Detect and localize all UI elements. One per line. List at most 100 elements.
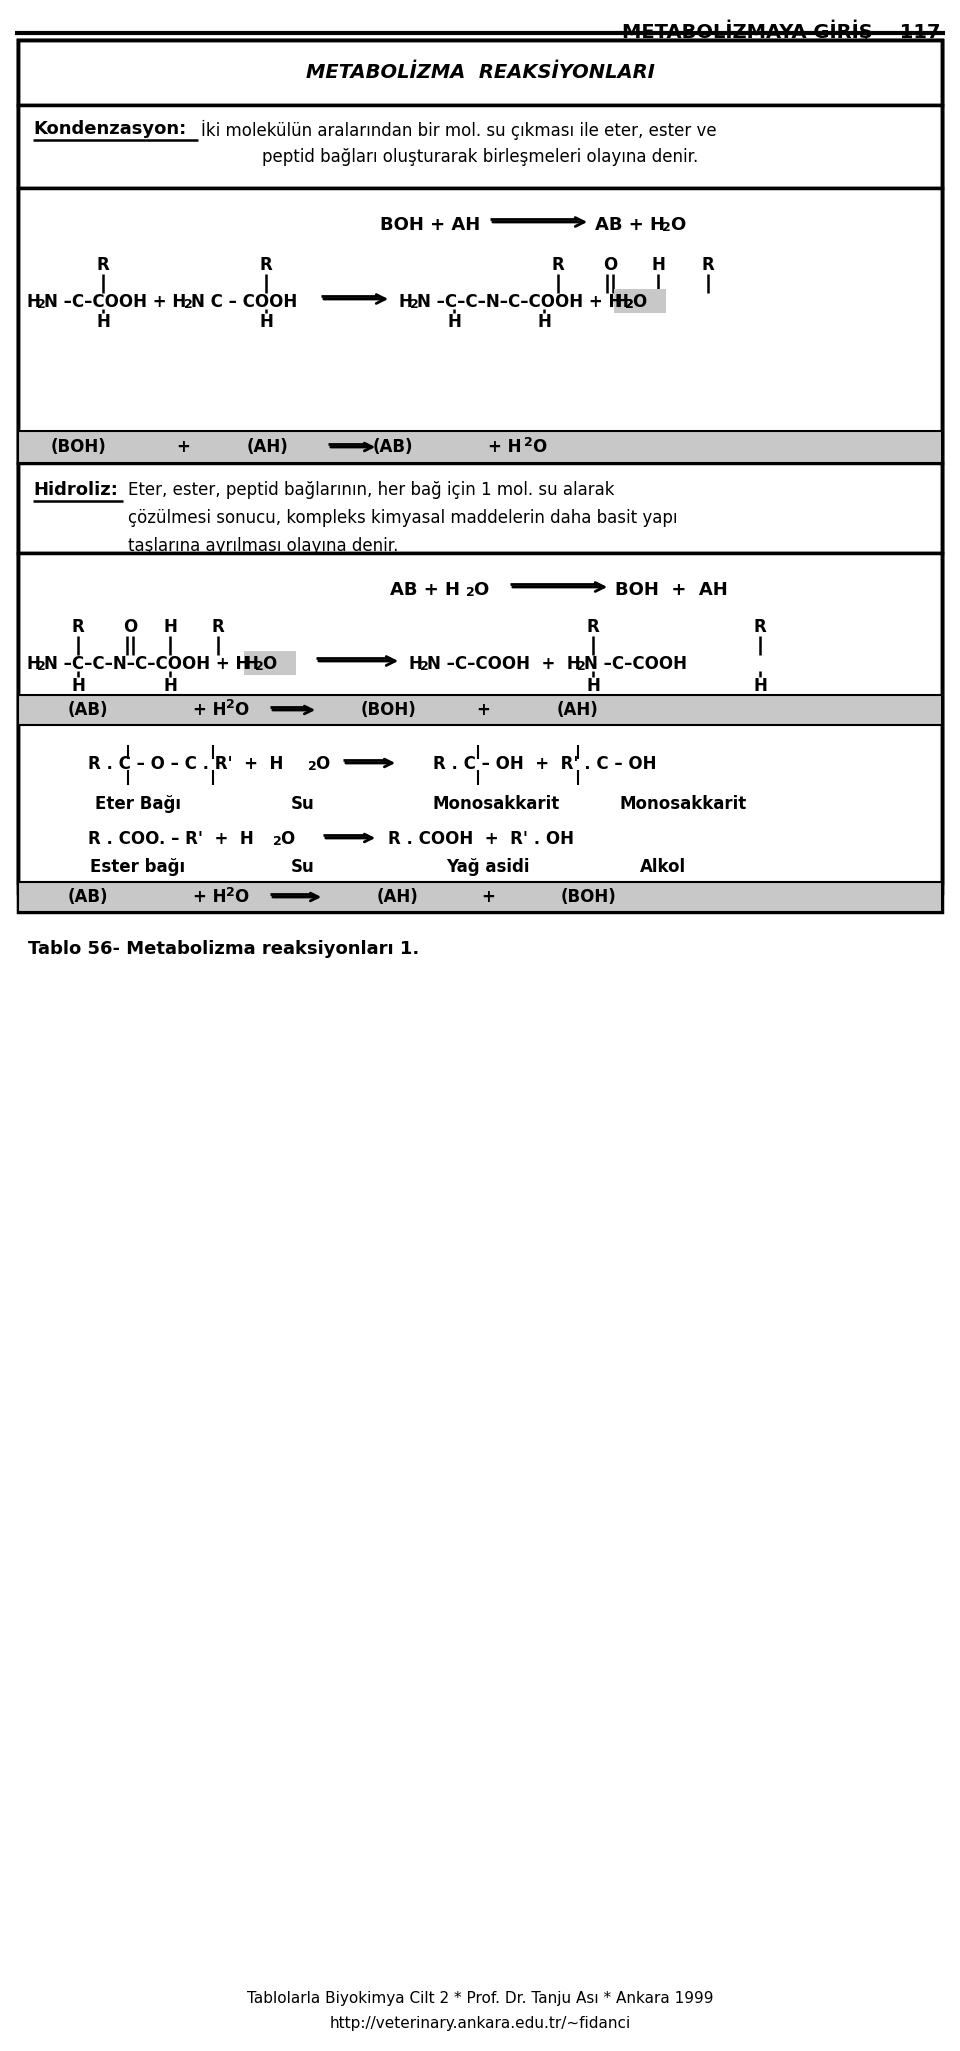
- Text: H: H: [259, 314, 273, 330]
- Bar: [18, 41, 942, 892]
- Text: H: H: [26, 654, 40, 673]
- Text: +: +: [476, 701, 490, 720]
- Text: 2: 2: [308, 761, 317, 773]
- Text: O: O: [234, 701, 249, 720]
- Text: H: H: [26, 293, 40, 312]
- Text: + H: + H: [193, 888, 227, 907]
- Bar: [18, 189, 942, 464]
- Text: O: O: [262, 654, 276, 673]
- Text: Kondenzasyon:: Kondenzasyon:: [33, 121, 186, 137]
- Text: H: H: [399, 293, 413, 312]
- Text: İki molekülün aralarından bir mol. su çıkması ile eter, ester ve: İki molekülün aralarından bir mol. su çı…: [201, 121, 716, 139]
- Text: peptid bağları oluşturarak birleşmeleri olayına denir.: peptid bağları oluşturarak birleşmeleri …: [262, 148, 698, 166]
- Text: H: H: [163, 677, 177, 695]
- Text: R: R: [211, 617, 225, 636]
- Text: Ester bağı: Ester bağı: [90, 857, 185, 876]
- Text: 2: 2: [37, 297, 46, 312]
- Bar: [18, 41, 942, 105]
- Text: 2: 2: [420, 660, 429, 673]
- Text: H: H: [537, 314, 551, 330]
- Text: + H: + H: [488, 439, 521, 455]
- Text: N –C–COOH  +  H: N –C–COOH + H: [427, 654, 581, 673]
- Text: R: R: [754, 617, 766, 636]
- Text: O: O: [603, 256, 617, 275]
- Text: +: +: [176, 439, 190, 455]
- Text: Tablolarla Biyokimya Cilt 2 * Prof. Dr. Tanju Ası * Ankara 1999: Tablolarla Biyokimya Cilt 2 * Prof. Dr. …: [247, 1992, 713, 2006]
- Text: R: R: [72, 617, 84, 636]
- Text: O: O: [632, 293, 646, 312]
- Text: 2: 2: [226, 699, 235, 712]
- Bar: [18, 105, 942, 189]
- Bar: [244, 650, 296, 675]
- Text: Tablo 56- Metabolizma reaksiyonları 1.: Tablo 56- Metabolizma reaksiyonları 1.: [28, 939, 420, 958]
- Text: Eter, ester, peptid bağlarının, her bağ için 1 mol. su alarak: Eter, ester, peptid bağlarının, her bağ …: [128, 482, 614, 498]
- Text: Alkol: Alkol: [640, 857, 686, 876]
- Text: N –C–COOH: N –C–COOH: [584, 654, 687, 673]
- Text: 2: 2: [273, 835, 281, 847]
- Text: R: R: [702, 256, 714, 275]
- Text: 2: 2: [37, 660, 46, 673]
- Text: 2: 2: [410, 297, 419, 312]
- Bar: [18, 882, 942, 913]
- Text: Hidroliz:: Hidroliz:: [33, 482, 118, 498]
- Text: +: +: [481, 888, 495, 907]
- Text: 2: 2: [184, 297, 193, 312]
- Bar: [18, 554, 942, 884]
- Text: (BOH): (BOH): [560, 888, 616, 907]
- Text: H: H: [614, 293, 628, 312]
- Text: Su: Su: [291, 796, 315, 812]
- Text: 2: 2: [625, 297, 634, 312]
- Bar: [18, 464, 942, 554]
- Text: METABOLİZMA  REAKSİYONLARI: METABOLİZMA REAKSİYONLARI: [305, 62, 655, 82]
- Text: N –C–COOH + H: N –C–COOH + H: [44, 293, 186, 312]
- Text: O: O: [670, 215, 685, 234]
- Text: taşlarına ayrılması olayına denir.: taşlarına ayrılması olayına denir.: [128, 537, 398, 556]
- Text: http://veterinary.ankara.edu.tr/~fidanci: http://veterinary.ankara.edu.tr/~fidanci: [329, 2016, 631, 2030]
- Text: AB + H: AB + H: [595, 215, 665, 234]
- Text: R: R: [587, 617, 599, 636]
- Text: H: H: [753, 677, 767, 695]
- Text: çözülmesi sonucu, kompleks kimyasal maddelerin daha basit yapı: çözülmesi sonucu, kompleks kimyasal madd…: [128, 509, 678, 527]
- Text: Eter Bağı: Eter Bağı: [95, 796, 181, 812]
- Text: R: R: [97, 256, 109, 275]
- Text: METABOLİZMAYA GİRİŞ    117: METABOLİZMAYA GİRİŞ 117: [621, 21, 940, 43]
- Text: (AH): (AH): [247, 439, 289, 455]
- Text: H: H: [409, 654, 422, 673]
- Text: R: R: [552, 256, 564, 275]
- Bar: [18, 41, 942, 913]
- Text: N –C–C–N–C–COOH + H: N –C–C–N–C–COOH + H: [44, 654, 250, 673]
- Text: H: H: [71, 677, 84, 695]
- Text: H: H: [96, 314, 110, 330]
- Text: N –C–C–N–C–COOH + H: N –C–C–N–C–COOH + H: [417, 293, 622, 312]
- Text: (BOH): (BOH): [50, 439, 106, 455]
- Text: 2: 2: [625, 297, 634, 312]
- Text: 2: 2: [226, 886, 235, 898]
- Text: H: H: [244, 654, 258, 673]
- Text: 2: 2: [662, 222, 671, 234]
- Text: Su: Su: [291, 857, 315, 876]
- Text: O: O: [315, 755, 329, 773]
- Text: BOH + AH: BOH + AH: [380, 215, 480, 234]
- Text: (BOH): (BOH): [360, 701, 416, 720]
- Text: R . COO. – R'  +  H: R . COO. – R' + H: [88, 831, 253, 847]
- Text: Yağ asidi: Yağ asidi: [446, 857, 530, 876]
- Bar: [614, 289, 666, 314]
- Text: O: O: [280, 831, 295, 847]
- Text: Monosakkarit: Monosakkarit: [619, 796, 747, 812]
- Text: 2: 2: [466, 587, 475, 599]
- Text: H: H: [163, 617, 177, 636]
- Bar: [18, 695, 942, 724]
- Text: 2: 2: [255, 660, 264, 673]
- Text: R . C – O – C . R'  +  H: R . C – O – C . R' + H: [88, 755, 283, 773]
- Text: (AB): (AB): [68, 888, 108, 907]
- Text: R . C – OH  +  R' . C – OH: R . C – OH + R' . C – OH: [433, 755, 657, 773]
- Text: 2: 2: [577, 660, 586, 673]
- Text: BOH  +  AH: BOH + AH: [615, 580, 728, 599]
- Text: (AH): (AH): [557, 701, 599, 720]
- Text: O: O: [123, 617, 137, 636]
- Text: H: H: [586, 677, 600, 695]
- Text: H: H: [447, 314, 461, 330]
- Text: N C – COOH: N C – COOH: [191, 293, 298, 312]
- Text: 2: 2: [524, 435, 533, 449]
- Text: O: O: [532, 439, 546, 455]
